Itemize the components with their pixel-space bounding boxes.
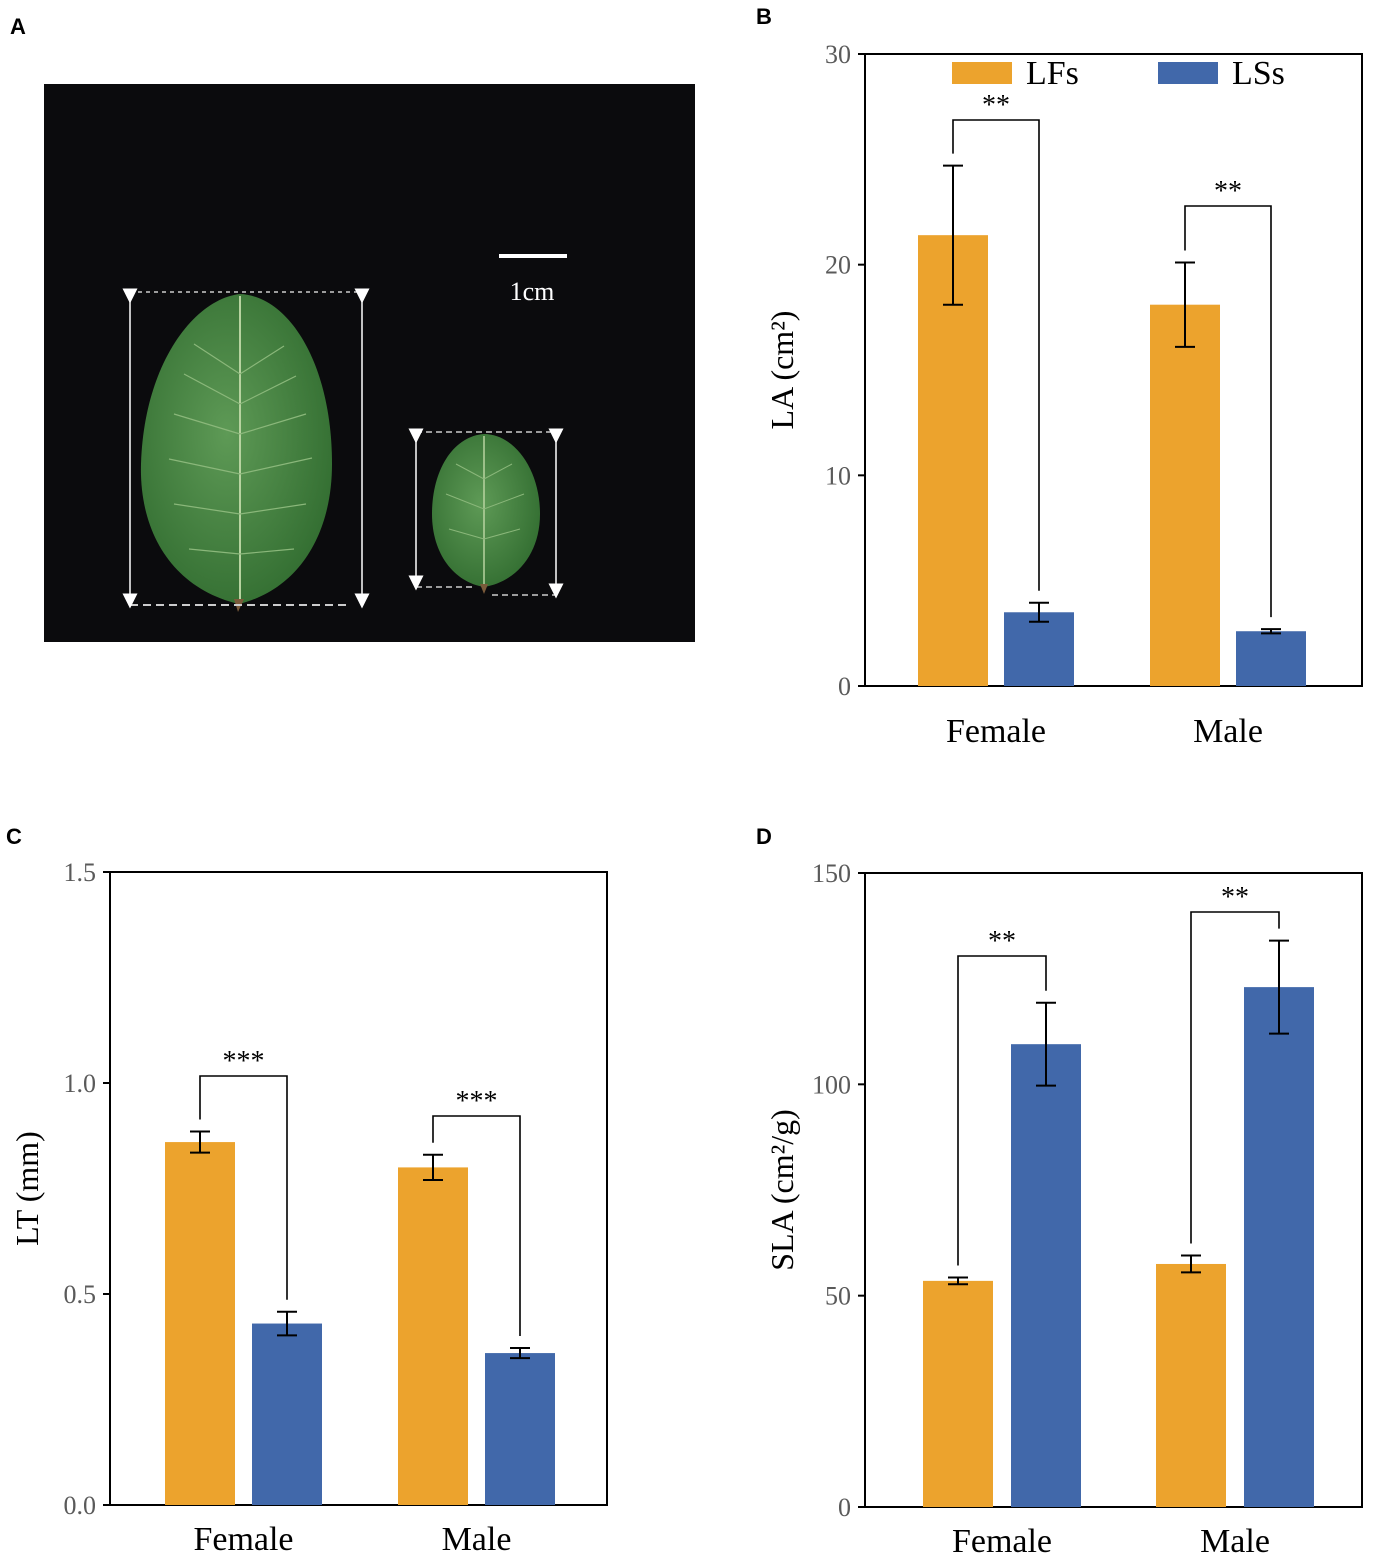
chart-c-significance-bracket <box>199 1075 288 1300</box>
chart-b-ytick-label: 10 <box>825 461 851 490</box>
chart-c-bar-female-lss <box>252 1323 322 1505</box>
chart-d-ytick-label: 100 <box>812 1070 851 1099</box>
chart-b-significance-label: ** <box>982 90 1010 121</box>
chart-b-frame <box>864 53 1363 687</box>
chart-c-significance-label: *** <box>456 1086 498 1117</box>
chart-c-ytick-label: 1.0 <box>64 1069 97 1098</box>
chart-c-category-label: Male <box>442 1521 512 1558</box>
chart-d-category-label: Male <box>1200 1523 1270 1560</box>
panel-b-letter: B <box>756 4 772 29</box>
chart-d-significance-label: ** <box>988 926 1016 957</box>
leaf-photo: 1cm <box>44 84 695 642</box>
chart-c: 0.0 0.5 1.0 1.5 LT (mm) Female Male *** *** <box>9 858 608 1558</box>
chart-c-bar-male-lss <box>485 1353 555 1505</box>
scale-label: 1cm <box>510 277 555 306</box>
chart-b-significance-bracket <box>1184 205 1272 618</box>
chart-b-ytick-label: 0 <box>838 672 851 701</box>
chart-b-significance-label: ** <box>1214 176 1242 207</box>
chart-d-bar-male-lfs <box>1156 1263 1226 1507</box>
chart-d-ytick-label: 150 <box>812 859 851 888</box>
chart-d-significance-bracket <box>1190 911 1280 1244</box>
chart-b-category-label: Male <box>1193 713 1263 750</box>
chart-b-bar-male-lfs <box>1150 304 1220 686</box>
chart-b-bar-male-lss <box>1236 631 1306 686</box>
chart-d-bar-female-lss <box>1011 1044 1081 1507</box>
chart-c-ylabel: LT (mm) <box>9 1131 45 1246</box>
chart-c-ytick-label: 0.0 <box>64 1491 97 1520</box>
chart-c-ytick-label: 1.5 <box>64 858 97 887</box>
chart-c-significance-label: *** <box>223 1046 265 1077</box>
panel-a-letter: A <box>10 14 26 39</box>
chart-c-ytick-label: 0.5 <box>64 1280 97 1309</box>
chart-c-frame <box>109 871 608 1506</box>
chart-b-ytick-label: 30 <box>825 40 851 69</box>
chart-d-bar-male-lss <box>1244 987 1314 1507</box>
large-leaf <box>140 294 332 612</box>
chart-b-ytick-label: 20 <box>825 251 851 280</box>
chart-d-ytick-label: 50 <box>825 1282 851 1311</box>
leaf-photo-drawing: 1cm <box>122 254 567 612</box>
chart-d-ytick-label: 0 <box>838 1493 851 1522</box>
chart-b-bar-female-lss <box>1004 612 1074 686</box>
legend-label-lfs: LFs <box>1026 55 1079 92</box>
small-leaf <box>432 434 540 594</box>
chart-d-ylabel: SLA (cm²/g) <box>764 1109 800 1271</box>
legend-label-lss: LSs <box>1232 55 1285 92</box>
chart-d-bar-female-lfs <box>923 1280 993 1507</box>
panel-c-letter: C <box>6 824 22 849</box>
chart-b-significance-bracket <box>952 119 1040 591</box>
chart-b-ylabel: LA (cm²) <box>764 311 800 430</box>
chart-c-significance-bracket <box>432 1115 521 1337</box>
chart-d-significance-bracket <box>957 955 1047 1266</box>
legend-swatch-lss <box>1158 62 1218 84</box>
chart-d-frame <box>864 872 1363 1508</box>
chart-d: 0 50 100 150 SLA (cm²/g) Female Male ** ** <box>764 859 1363 1560</box>
chart-c-bar-male-lfs <box>398 1167 468 1505</box>
panel-d-letter: D <box>756 824 772 849</box>
legend-swatch-lfs <box>952 62 1012 84</box>
chart-c-category-label: Female <box>193 1521 293 1558</box>
chart-b-bar-female-lfs <box>918 235 988 686</box>
chart-d-significance-label: ** <box>1221 882 1249 913</box>
chart-d-category-label: Female <box>952 1523 1052 1560</box>
chart-b-category-label: Female <box>946 713 1046 750</box>
chart-c-bar-female-lfs <box>165 1142 235 1505</box>
chart-b: 0 10 20 30 LA (cm²) Female Male ** ** LFs LSs <box>764 40 1363 750</box>
